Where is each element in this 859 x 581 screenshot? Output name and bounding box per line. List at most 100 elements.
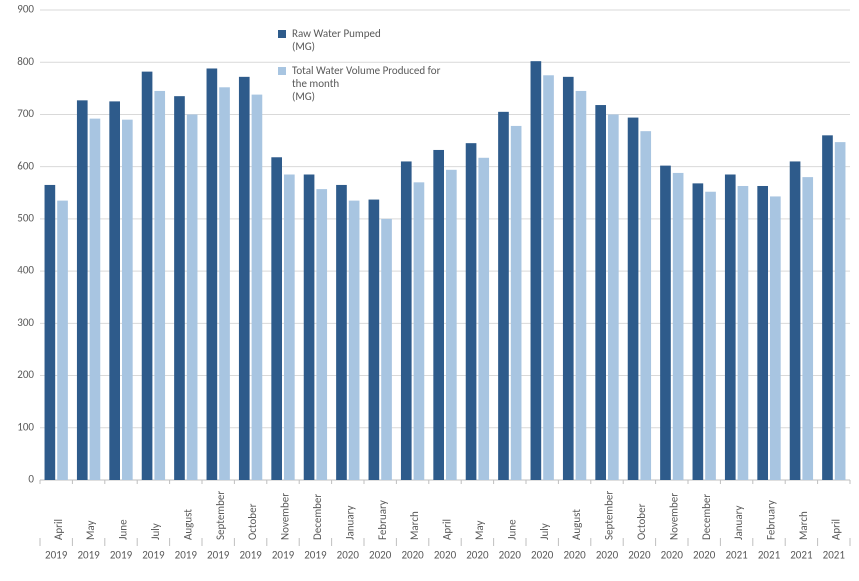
x-tick-month: December [700, 494, 713, 540]
y-tick-label: 0 [28, 473, 34, 486]
y-tick-label: 900 [17, 3, 34, 16]
bar-raw-water [628, 118, 639, 480]
x-tick-year: 2020 [563, 549, 586, 562]
y-tick-label: 300 [17, 316, 34, 329]
y-tick-label: 400 [17, 264, 34, 277]
y-tick-label: 700 [17, 107, 34, 120]
x-tick-month: February [765, 500, 778, 540]
bar-raw-water [336, 185, 347, 480]
bar-raw-water [109, 101, 120, 480]
x-tick-year: 2021 [725, 549, 748, 562]
y-tick-label: 100 [17, 420, 34, 433]
x-tick-month: November [279, 493, 292, 540]
legend-label: (MG) [292, 90, 315, 103]
x-tick-year: 2020 [337, 549, 360, 562]
x-tick-month: September [603, 491, 616, 540]
bar-total-water [284, 175, 295, 481]
bar-raw-water [207, 68, 218, 480]
bar-total-water [90, 119, 101, 480]
x-tick-year: 2019 [175, 549, 198, 562]
bar-raw-water [790, 161, 801, 480]
bar-raw-water [304, 175, 315, 481]
x-tick-month: April [52, 519, 65, 540]
x-tick-month: January [343, 506, 356, 540]
x-tick-month: June [117, 519, 130, 540]
bar-raw-water [433, 150, 444, 480]
x-tick-month: February [376, 500, 389, 540]
bar-raw-water [822, 135, 833, 480]
x-tick-year: 2019 [304, 549, 327, 562]
bar-total-water [187, 114, 198, 480]
x-tick-month: July [538, 523, 551, 540]
x-tick-month: July [149, 523, 162, 540]
bar-raw-water [174, 96, 185, 480]
bar-total-water [414, 182, 425, 480]
x-tick-month: December [311, 494, 324, 540]
chart-svg: 0100200300400500600700800900April2019May… [0, 0, 859, 581]
bar-total-water [802, 177, 813, 480]
x-tick-month: June [505, 519, 518, 540]
x-tick-year: 2021 [823, 549, 846, 562]
bar-raw-water [142, 72, 153, 480]
y-tick-label: 600 [17, 159, 34, 172]
x-tick-year: 2020 [661, 549, 684, 562]
x-tick-month: May [84, 521, 97, 540]
x-tick-month: August [570, 509, 583, 540]
bar-raw-water [401, 161, 412, 480]
bar-total-water [608, 114, 619, 480]
bar-raw-water [595, 105, 606, 480]
x-tick-year: 2019 [207, 549, 230, 562]
x-tick-year: 2019 [142, 549, 165, 562]
x-tick-year: 2020 [369, 549, 392, 562]
legend-label: (MG) [292, 40, 315, 53]
bar-total-water [835, 142, 846, 480]
bar-raw-water [239, 77, 250, 480]
bar-total-water [511, 126, 522, 480]
x-tick-year: 2020 [596, 549, 619, 562]
legend-label: Raw Water Pumped [292, 27, 381, 40]
bar-total-water [673, 173, 684, 480]
x-tick-month: October [635, 503, 648, 540]
bar-total-water [478, 158, 489, 480]
legend-swatch [278, 67, 286, 75]
bar-total-water [738, 186, 749, 480]
legend-swatch [278, 30, 286, 38]
bar-total-water [154, 91, 165, 480]
x-tick-year: 2020 [434, 549, 457, 562]
x-tick-year: 2020 [401, 549, 424, 562]
x-tick-year: 2019 [272, 549, 295, 562]
bar-raw-water [369, 200, 380, 480]
bar-raw-water [757, 186, 768, 480]
bar-raw-water [531, 61, 542, 480]
x-tick-month: May [473, 521, 486, 540]
x-tick-year: 2021 [758, 549, 781, 562]
bar-total-water [381, 219, 392, 480]
bar-raw-water [271, 157, 282, 480]
bar-total-water [252, 95, 263, 480]
x-tick-month: August [181, 509, 194, 540]
x-tick-month: November [667, 493, 680, 540]
legend-label: Total Water Volume Produced for [292, 64, 441, 77]
x-tick-month: March [797, 511, 810, 540]
x-tick-year: 2020 [466, 549, 489, 562]
y-tick-label: 800 [17, 55, 34, 68]
x-tick-year: 2019 [239, 549, 262, 562]
x-tick-year: 2020 [499, 549, 522, 562]
x-tick-year: 2019 [110, 549, 133, 562]
bar-total-water [446, 170, 457, 480]
bar-total-water [576, 91, 587, 480]
bar-raw-water [725, 175, 736, 481]
x-tick-year: 2021 [790, 549, 813, 562]
bar-total-water [57, 201, 68, 480]
x-tick-month: April [829, 519, 842, 540]
y-tick-label: 500 [17, 212, 34, 225]
bar-total-water [640, 131, 651, 480]
x-tick-month: September [214, 491, 227, 540]
x-tick-month: January [732, 506, 745, 540]
bar-total-water [705, 192, 716, 480]
x-tick-year: 2020 [693, 549, 716, 562]
x-tick-year: 2019 [45, 549, 68, 562]
x-tick-month: April [441, 519, 454, 540]
x-tick-month: October [246, 503, 259, 540]
water-volume-bar-chart: 0100200300400500600700800900April2019May… [0, 0, 859, 581]
